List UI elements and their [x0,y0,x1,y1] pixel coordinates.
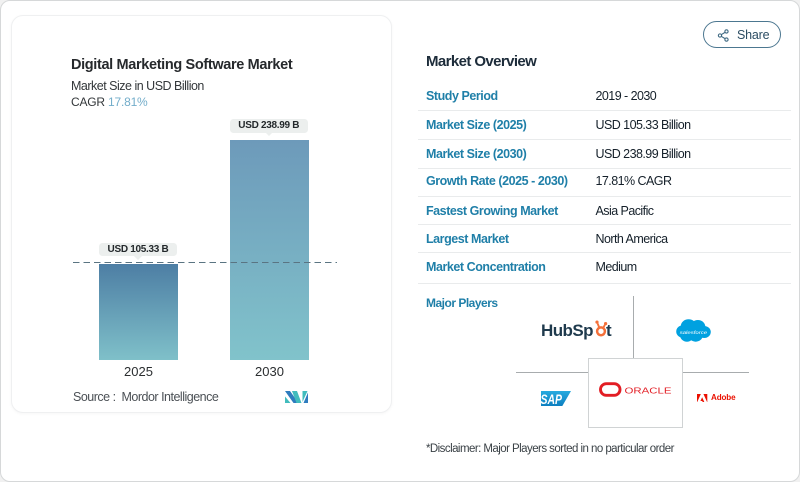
svg-text:ORACLE: ORACLE [625,386,672,395]
svg-text:salesforce: salesforce [679,330,706,336]
svg-text:SAP: SAP [541,392,563,406]
